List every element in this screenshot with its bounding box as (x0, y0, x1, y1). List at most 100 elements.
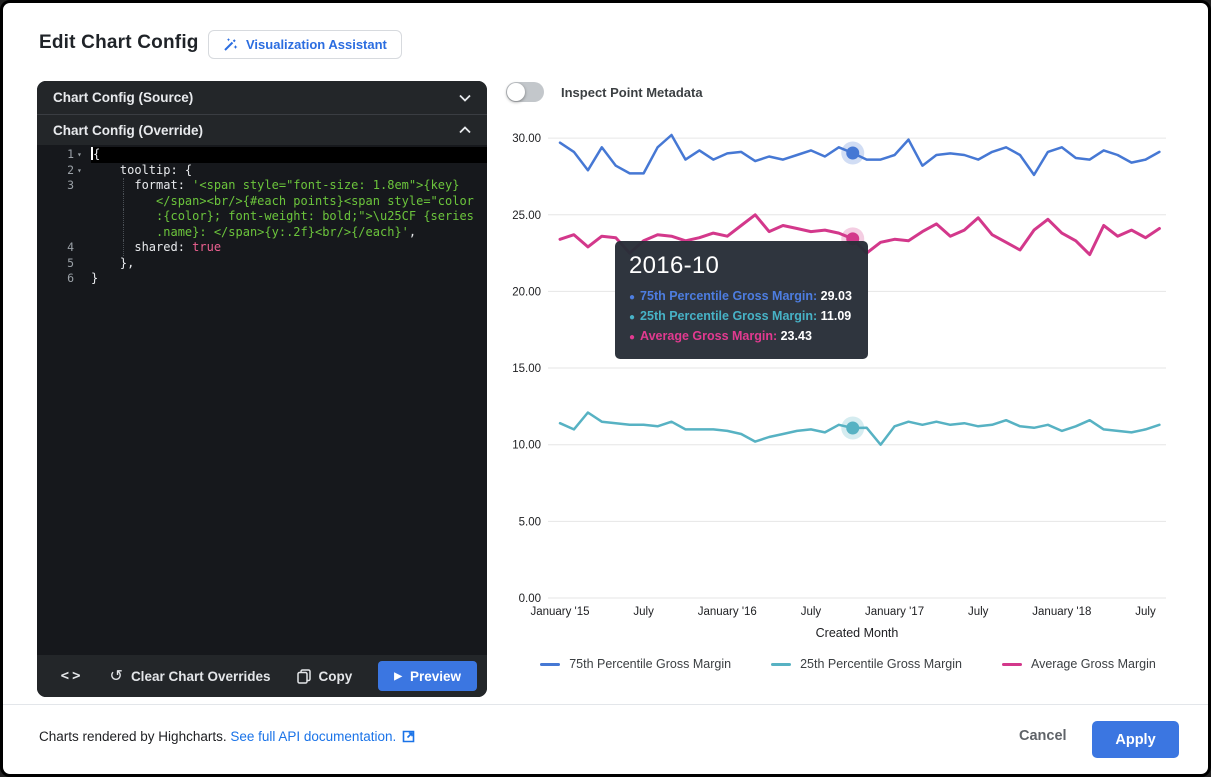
cancel-button[interactable]: Cancel (1019, 728, 1067, 744)
tooltip-series-row: ● 75th Percentile Gross Margin: 29.03 (629, 287, 852, 307)
play-icon: ▶ (394, 670, 402, 682)
legend-series-marker (1001, 662, 1022, 666)
legend-series-label: 25th Percentile Gross Margin (800, 657, 962, 671)
y-axis-tick-label: 10.00 (512, 440, 541, 452)
line-number-gutter[interactable]: 2 ▾ (67, 162, 82, 177)
legend-item[interactable]: Average Gross Margin (1001, 657, 1156, 671)
legend-series-marker (771, 662, 792, 666)
format-code-icon[interactable]: <> (60, 668, 84, 684)
chevron-down-icon (459, 94, 471, 102)
code-text: :{color}; font-weight: bold;">\u25CF {se… (91, 209, 487, 225)
line-number-gutter[interactable]: 1 ▾ (67, 147, 82, 161)
line-number-gutter: 3 (67, 178, 74, 192)
x-axis-tick-label: January '18 (1032, 606, 1091, 618)
code-line: 4 shared: true (37, 240, 487, 256)
legend-series-label: 75th Percentile Gross Margin (569, 657, 732, 671)
clear-chart-overrides-label: Clear Chart Overrides (130, 668, 271, 684)
line-number-gutter (37, 194, 91, 210)
code-text: { (91, 147, 487, 163)
tooltip-series-value: 11.09 (820, 309, 852, 323)
code-text: }, (91, 255, 135, 270)
editor-toolbar: <> ↺ Clear Chart Overrides Copy ▶ Previe… (37, 655, 487, 697)
credit-text: Charts rendered by Highcharts. (39, 729, 227, 744)
footer-divider (3, 704, 1208, 705)
chart-config-editor-panel: Chart Config (Source) Chart Config (Over… (37, 81, 487, 697)
y-axis-tick-label: 0.00 (519, 593, 541, 605)
external-link-icon (402, 730, 415, 743)
x-axis-tick-label: January '17 (865, 606, 924, 618)
chevron-up-icon (459, 126, 471, 134)
highlight-point[interactable] (846, 146, 860, 160)
series-line[interactable] (558, 411, 1161, 446)
chart-config-source-header[interactable]: Chart Config (Source) (37, 81, 487, 114)
copy-label: Copy (318, 668, 353, 684)
x-axis-tick-label: July (801, 606, 822, 618)
tooltip-series-row: ● Average Gross Margin: 23.43 (629, 327, 852, 347)
source-header-label: Chart Config (Source) (53, 90, 194, 105)
line-number-gutter (37, 209, 91, 225)
clear-chart-overrides-button[interactable]: ↺ Clear Chart Overrides (110, 666, 271, 686)
chart-tooltip: 2016-10 ● 75th Percentile Gross Margin: 2… (615, 241, 868, 359)
copy-button[interactable]: Copy (296, 668, 353, 684)
line-number-gutter: 5 (67, 255, 74, 270)
tooltip-series-value: 29.03 (820, 289, 852, 303)
code-line: </span><br/>{#each points}<span style="c… (37, 193, 487, 210)
x-axis-tick-label: January '15 (530, 606, 589, 618)
tooltip-series-label: Average Gross Margin: (640, 329, 781, 343)
page-title: Edit Chart Config (39, 32, 199, 53)
chart-plot-area[interactable]: 30.0025.0020.0015.0010.005.000.00January… (503, 103, 1193, 648)
text-cursor (91, 147, 93, 160)
legend-series-marker (540, 662, 561, 666)
tooltip-series-row: ● 25th Percentile Gross Margin: 11.09 (629, 307, 852, 327)
x-axis-tick-label: July (633, 606, 654, 618)
y-axis-tick-label: 25.00 (512, 210, 541, 222)
highcharts-credit: Charts rendered by Highcharts. See full … (39, 729, 415, 744)
x-axis-tick-label: July (968, 606, 989, 618)
preview-button[interactable]: ▶ Preview (378, 661, 477, 691)
chart-legend: 75th Percentile Gross Margin 25th Percent… (503, 657, 1193, 671)
line-number-gutter (37, 225, 91, 241)
line-number-gutter: 6 (67, 271, 74, 285)
history-icon: ↺ (109, 668, 123, 685)
magic-wand-icon (224, 38, 238, 51)
x-axis-title: Created Month (816, 626, 899, 640)
series-bullet-icon: ● (629, 312, 636, 323)
api-documentation-link[interactable]: See full API documentation. (230, 729, 415, 744)
x-axis-tick-label: July (1135, 606, 1156, 618)
code-text: </span><br/>{#each points}<span style="c… (91, 193, 487, 210)
y-axis-tick-label: 30.00 (512, 133, 541, 145)
code-line: .name}: </span>{y:.2f}<br/>{/each}', (37, 224, 487, 241)
y-axis-tick-label: 5.00 (519, 516, 541, 528)
code-line: :{color}; font-weight: bold;">\u25CF {se… (37, 209, 487, 225)
visualization-assistant-button[interactable]: Visualization Assistant (208, 30, 402, 59)
apply-button[interactable]: Apply (1092, 721, 1179, 758)
code-line: 5 }, (37, 256, 487, 272)
api-documentation-label: See full API documentation. (230, 729, 397, 744)
legend-item[interactable]: 75th Percentile Gross Margin (540, 657, 731, 671)
override-header-label: Chart Config (Override) (53, 122, 204, 138)
code-text: .name}: </span>{y:.2f}<br/>{/each}', (91, 224, 487, 241)
code-text: tooltip: { (91, 162, 193, 177)
code-text: } (91, 271, 99, 285)
series-bullet-icon: ● (629, 292, 636, 303)
code-text: format: '<span style="font-size: 1.8em">… (91, 178, 487, 194)
highlight-point[interactable] (846, 421, 860, 435)
preview-label: Preview (409, 668, 461, 684)
visualization-assistant-label: Visualization Assistant (246, 37, 387, 52)
code-text: shared: true (91, 240, 487, 256)
code-line: 1 ▾ { (37, 147, 487, 163)
legend-series-label: Average Gross Margin (1030, 657, 1156, 671)
chart-config-override-header[interactable]: Chart Config (Override) (37, 114, 487, 145)
code-line: 6} (37, 271, 487, 287)
inspect-point-metadata-label: Inspect Point Metadata (561, 84, 703, 100)
tooltip-series-label: 75th Percentile Gross Margin: (640, 289, 821, 303)
code-editor[interactable]: 1 ▾ {2 ▾ tooltip: { 3 format: '<span style="… (37, 145, 487, 655)
line-number-gutter: 4 (67, 240, 74, 254)
y-axis-tick-label: 15.00 (512, 363, 541, 375)
legend-item[interactable]: 25th Percentile Gross Margin (771, 657, 962, 671)
inspect-point-metadata-toggle[interactable] (506, 82, 544, 102)
y-axis-tick-label: 20.00 (512, 286, 541, 298)
inspect-point-metadata-row: Inspect Point Metadata (506, 82, 703, 102)
series-line[interactable] (558, 133, 1161, 177)
